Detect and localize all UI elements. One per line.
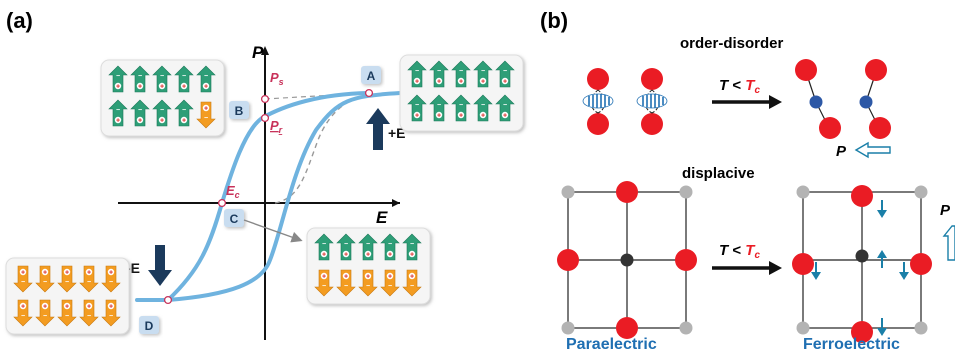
polarization-arrow-edge — [942, 225, 955, 261]
box-c: C — [224, 209, 244, 227]
ec-label: Ec — [226, 183, 240, 200]
ferroelectric-label: Ferroelectric — [803, 336, 900, 352]
paraelectric-label: Paraelectric — [566, 336, 657, 352]
c-pointer-arrow — [243, 219, 303, 243]
e-axis-arrowhead — [392, 199, 400, 207]
disordered-dimer-2 — [636, 68, 668, 135]
polarization-label: P — [836, 143, 847, 160]
plus-e-label: +E — [388, 125, 406, 141]
domain-box-a — [399, 54, 524, 132]
ferroelectric-lattice — [792, 185, 932, 343]
box-b: B — [229, 101, 249, 119]
point-a — [364, 88, 374, 98]
ordered-dimer-2 — [859, 59, 891, 139]
order-disorder-title: order-disorder — [680, 35, 784, 52]
ec-point — [217, 198, 227, 208]
p-axis-arrowhead — [261, 46, 269, 55]
box-a: A — [361, 66, 381, 84]
pr-label: Pr — [270, 118, 283, 135]
minus-e-arrow — [148, 245, 172, 286]
disordered-dimer-1 — [582, 68, 614, 135]
domain-box-b — [100, 59, 225, 137]
virgin-curve — [274, 94, 371, 204]
transition-label-top: T < Tc — [719, 77, 760, 96]
plus-e-arrow — [366, 108, 390, 150]
displacive-title: displacive — [682, 165, 755, 182]
transition-label-bottom: T < Tc — [719, 242, 760, 261]
ps-label: Ps — [270, 70, 284, 87]
ordered-dimer-1 — [795, 59, 841, 139]
hysteresis-lower-branch — [135, 91, 454, 302]
panel-a-label: (a) — [6, 8, 33, 33]
transition-arrow-top — [712, 95, 782, 109]
polarization-arrow — [854, 141, 891, 159]
domain-box-c — [306, 227, 431, 305]
paraelectric-lattice — [557, 181, 697, 339]
p-axis-label: P — [252, 43, 264, 62]
svg-text:B: B — [235, 104, 244, 118]
svg-text:A: A — [367, 69, 376, 83]
pr-point — [260, 113, 270, 123]
ps-point — [260, 94, 270, 104]
svg-text:D: D — [145, 319, 154, 333]
point-d — [163, 295, 173, 305]
transition-arrow-bottom — [712, 261, 782, 275]
domain-box-d — [5, 257, 130, 335]
polarization-label-edge: P — [940, 202, 951, 219]
box-d: D — [139, 316, 159, 334]
svg-text:C: C — [230, 212, 239, 226]
hysteresis-upper-branch — [166, 91, 370, 302]
panel-b-label: (b) — [540, 8, 568, 33]
e-axis-label: E — [376, 208, 388, 227]
